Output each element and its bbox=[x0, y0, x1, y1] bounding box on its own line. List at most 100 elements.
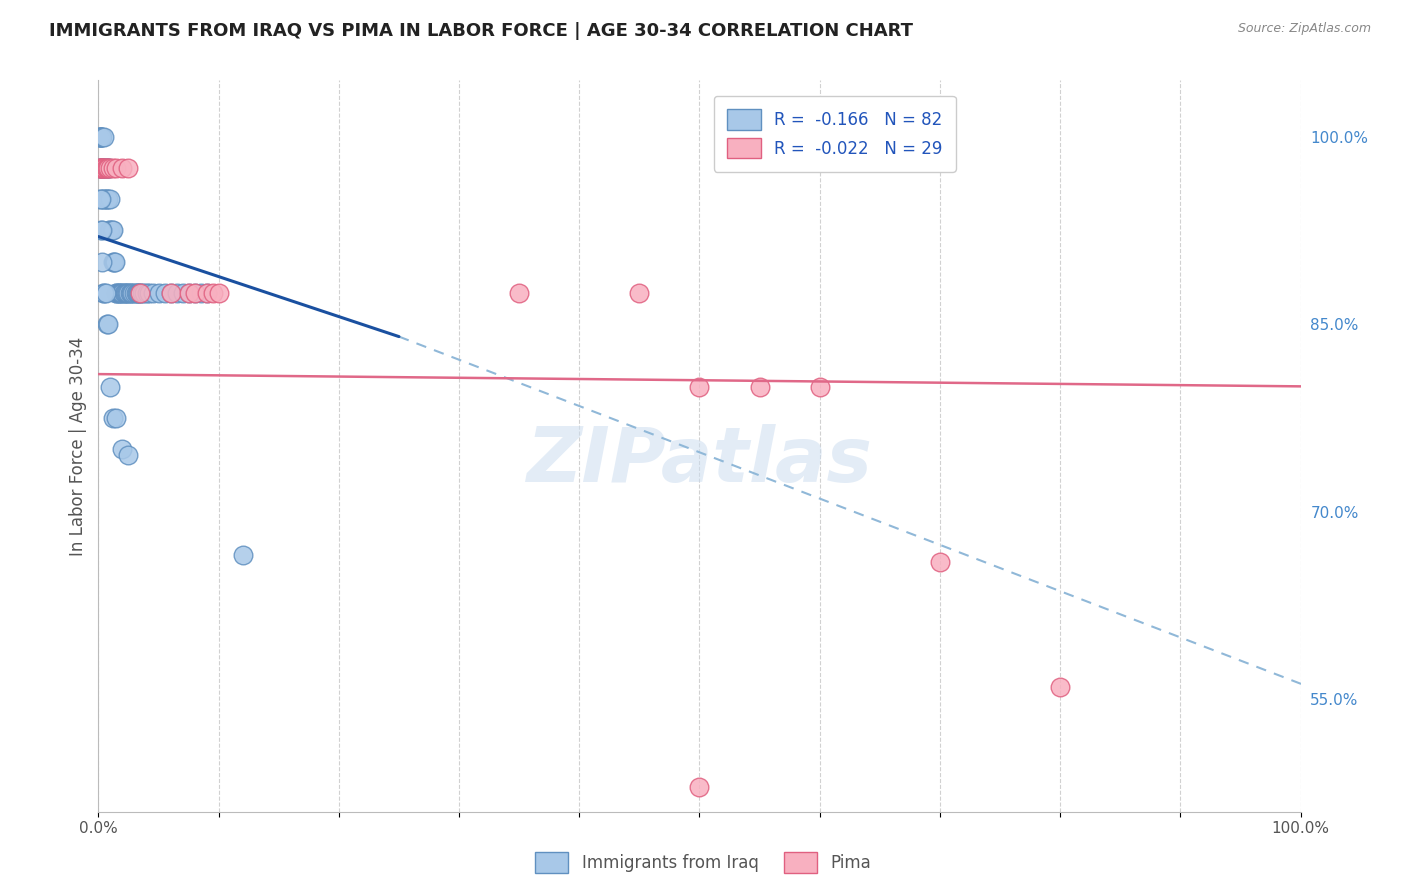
Point bbox=[1049, 680, 1071, 694]
Point bbox=[94, 161, 117, 175]
Point bbox=[135, 285, 157, 300]
Point bbox=[111, 161, 134, 175]
Point bbox=[89, 129, 111, 144]
Point bbox=[100, 192, 122, 206]
Point bbox=[159, 285, 181, 300]
Point bbox=[117, 161, 139, 175]
Point bbox=[93, 192, 115, 206]
Point bbox=[105, 161, 128, 175]
Point bbox=[141, 285, 163, 300]
Point bbox=[90, 161, 112, 175]
Point bbox=[748, 379, 770, 393]
Point bbox=[183, 285, 205, 300]
Point bbox=[117, 285, 139, 300]
Legend: R =  -0.166   N = 82, R =  -0.022   N = 29: R = -0.166 N = 82, R = -0.022 N = 29 bbox=[714, 96, 956, 171]
Point bbox=[96, 192, 118, 206]
Point bbox=[138, 285, 160, 300]
Y-axis label: In Labor Force | Age 30-34: In Labor Force | Age 30-34 bbox=[69, 336, 87, 556]
Point bbox=[125, 285, 148, 300]
Point bbox=[89, 161, 111, 175]
Point bbox=[508, 285, 530, 300]
Point bbox=[120, 285, 142, 300]
Point bbox=[97, 161, 120, 175]
Point bbox=[90, 161, 112, 175]
Point bbox=[689, 379, 711, 393]
Point bbox=[100, 223, 122, 237]
Point bbox=[118, 285, 141, 300]
Point bbox=[93, 129, 115, 144]
Point bbox=[177, 285, 200, 300]
Point bbox=[98, 161, 121, 175]
Point bbox=[808, 379, 831, 393]
Point bbox=[98, 223, 121, 237]
Point bbox=[100, 379, 122, 393]
Point bbox=[91, 192, 114, 206]
Point bbox=[201, 285, 224, 300]
Point bbox=[172, 285, 194, 300]
Point bbox=[105, 285, 128, 300]
Point bbox=[96, 317, 118, 331]
Point bbox=[101, 161, 124, 175]
Legend: Immigrants from Iraq, Pima: Immigrants from Iraq, Pima bbox=[529, 846, 877, 880]
Point bbox=[159, 285, 181, 300]
Point bbox=[125, 285, 148, 300]
Text: Source: ZipAtlas.com: Source: ZipAtlas.com bbox=[1237, 22, 1371, 36]
Point bbox=[195, 285, 218, 300]
Point bbox=[97, 161, 120, 175]
Point bbox=[183, 285, 205, 300]
Point bbox=[89, 161, 111, 175]
Point bbox=[101, 254, 124, 268]
Point bbox=[195, 285, 218, 300]
Text: IMMIGRANTS FROM IRAQ VS PIMA IN LABOR FORCE | AGE 30-34 CORRELATION CHART: IMMIGRANTS FROM IRAQ VS PIMA IN LABOR FO… bbox=[49, 22, 914, 40]
Point bbox=[91, 161, 114, 175]
Point bbox=[94, 192, 117, 206]
Point bbox=[91, 254, 114, 268]
Point bbox=[97, 192, 120, 206]
Point bbox=[153, 285, 176, 300]
Point bbox=[94, 285, 117, 300]
Point bbox=[100, 161, 122, 175]
Point bbox=[115, 285, 138, 300]
Point bbox=[628, 285, 651, 300]
Point bbox=[90, 192, 112, 206]
Point bbox=[129, 285, 152, 300]
Point bbox=[689, 780, 711, 794]
Point bbox=[232, 549, 254, 563]
Point bbox=[96, 161, 118, 175]
Point bbox=[110, 285, 132, 300]
Point bbox=[127, 285, 149, 300]
Point bbox=[93, 161, 115, 175]
Point bbox=[105, 285, 128, 300]
Point bbox=[94, 161, 117, 175]
Point bbox=[117, 449, 139, 463]
Point bbox=[89, 129, 111, 144]
Point bbox=[114, 285, 136, 300]
Text: ZIPatlas: ZIPatlas bbox=[526, 424, 873, 498]
Point bbox=[131, 285, 153, 300]
Point bbox=[177, 285, 200, 300]
Point bbox=[112, 285, 135, 300]
Point bbox=[91, 161, 114, 175]
Point bbox=[93, 161, 115, 175]
Point bbox=[208, 285, 231, 300]
Point bbox=[91, 161, 114, 175]
Point bbox=[190, 285, 212, 300]
Point bbox=[90, 223, 112, 237]
Point bbox=[124, 285, 146, 300]
Point bbox=[132, 285, 155, 300]
Point bbox=[101, 410, 124, 425]
Point bbox=[90, 161, 112, 175]
Point bbox=[107, 285, 129, 300]
Point bbox=[105, 410, 128, 425]
Point bbox=[96, 161, 118, 175]
Point bbox=[108, 285, 131, 300]
Point bbox=[108, 285, 131, 300]
Point bbox=[90, 129, 112, 144]
Point bbox=[89, 192, 111, 206]
Point bbox=[129, 285, 152, 300]
Point bbox=[91, 285, 114, 300]
Point bbox=[117, 285, 139, 300]
Point bbox=[100, 223, 122, 237]
Point bbox=[97, 317, 120, 331]
Point bbox=[103, 254, 125, 268]
